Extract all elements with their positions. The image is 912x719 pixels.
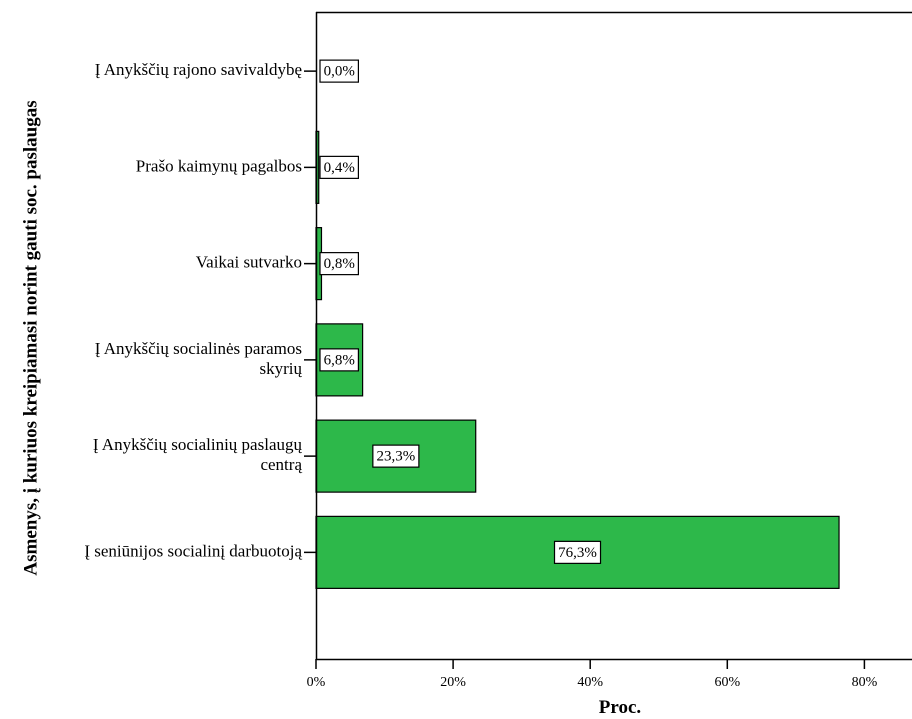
value-label: 0,4%: [324, 160, 355, 176]
category-label: Į Anykščių rajono savivaldybę: [95, 60, 302, 79]
value-label-box: [553, 540, 602, 564]
value-label-box: [319, 155, 360, 179]
value-label: 76,3%: [558, 545, 597, 561]
value-label: 0,8%: [324, 256, 355, 272]
x-tick-label: 20%: [440, 675, 466, 690]
value-label-box: [372, 444, 420, 468]
value-label-box: [319, 59, 360, 83]
category-label: Į seniūnijos socialinį darbuotoją: [84, 541, 302, 560]
category-label: Vaikai sutvarko: [196, 253, 302, 272]
x-axis-title: Proc.: [599, 697, 641, 718]
x-tick-label: 60%: [714, 675, 740, 690]
value-label: 23,3%: [376, 449, 415, 465]
value-label: 6,8%: [324, 352, 355, 368]
category-label: Prašo kaimynų pagalbos: [136, 156, 302, 175]
category-label: Į Anykščių socialinės paramos skyrių: [95, 339, 303, 378]
x-tick-label: 40%: [577, 675, 603, 690]
value-label-box: [319, 252, 360, 276]
x-tick-label: 0%: [307, 675, 326, 690]
category-label: Į Anykščių socialinių paslaugų centrą: [93, 435, 303, 474]
value-label-box: [319, 348, 360, 372]
x-tick-label: 80%: [852, 675, 878, 690]
value-label: 0,0%: [324, 64, 355, 80]
y-axis-title: Asmenys, į kuriuos kreipiamasi norint ga…: [20, 100, 41, 575]
